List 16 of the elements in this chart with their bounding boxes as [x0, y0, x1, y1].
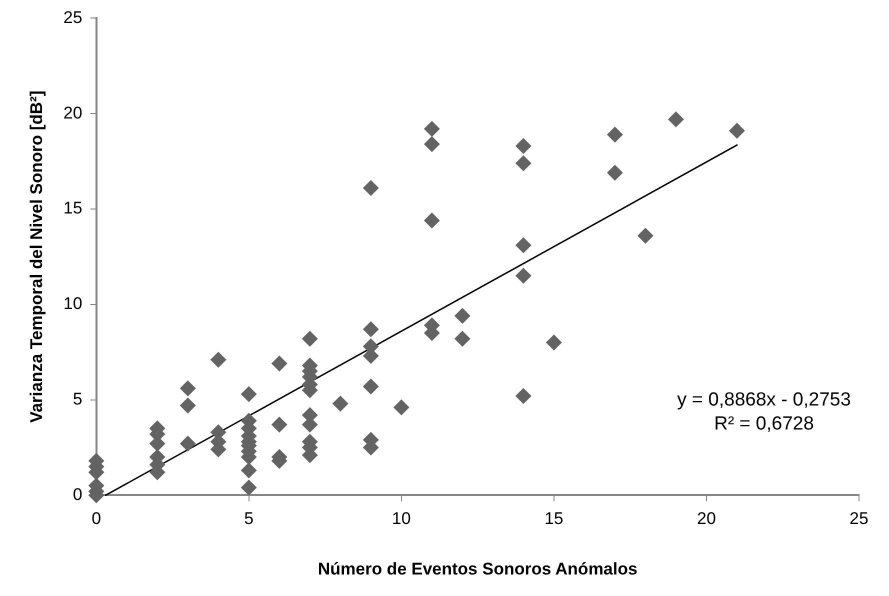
- y-tick-label: 25: [63, 8, 82, 27]
- x-axis-title: Número de Eventos Sonoros Anómalos: [318, 559, 638, 578]
- annotation: y = 0,8868x - 0,2753: [677, 389, 851, 410]
- x-tick-label: 10: [392, 509, 411, 528]
- y-axis-title: Varianza Temporal del Nivel Sonoro [dB²]: [26, 90, 46, 423]
- annotation: R² = 0,6728: [714, 413, 814, 434]
- y-tick-label: 20: [63, 103, 82, 122]
- y-tick-label: 5: [72, 389, 82, 408]
- y-tick-label: 15: [63, 198, 82, 218]
- x-tick-label: 15: [544, 509, 564, 528]
- x-tick-label: 25: [850, 509, 868, 528]
- y-tick-label: 10: [63, 294, 82, 314]
- y-tick-label: 0: [72, 484, 82, 504]
- x-tick-label: 0: [92, 509, 102, 528]
- x-tick-label: 20: [697, 509, 716, 528]
- x-tick-label: 5: [244, 509, 254, 528]
